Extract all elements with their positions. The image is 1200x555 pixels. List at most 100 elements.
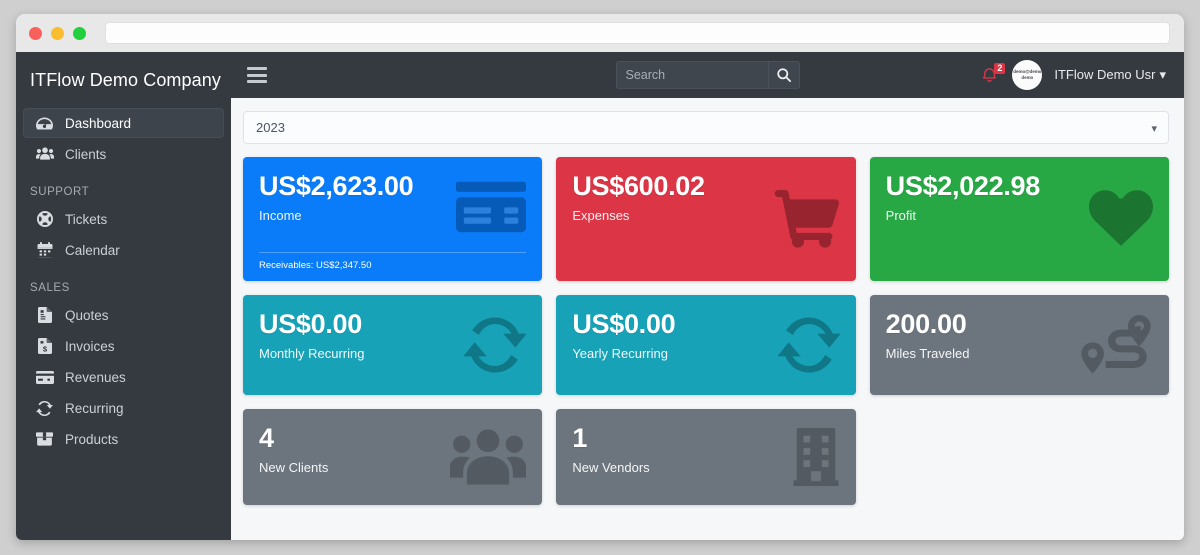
- url-bar[interactable]: [105, 22, 1170, 44]
- stat-card-expenses[interactable]: US$600.02 Expenses: [556, 157, 856, 281]
- sidebar-item-recurring[interactable]: Recurring: [23, 393, 224, 423]
- recurring-arrows-icon: [464, 317, 527, 373]
- stat-card-grid: US$2,623.00 Income Receivables: US$2,347.5…: [243, 157, 1169, 505]
- stat-card-label: Monthly Recurring: [259, 346, 365, 361]
- sidebar-item-tickets[interactable]: Tickets: [23, 204, 224, 234]
- heart-icon: [1088, 190, 1153, 248]
- sidebar-item-label: Calendar: [65, 242, 120, 258]
- recurring-arrows-icon: [35, 400, 54, 416]
- sidebar-item-quotes[interactable]: Quotes: [23, 300, 224, 330]
- sidebar-item-products[interactable]: Products: [23, 424, 224, 454]
- box-icon: [35, 431, 54, 447]
- sidebar-item-label: Quotes: [65, 307, 109, 323]
- main-column: 2 demo@demo demo ITFlow Demo Usr▾ 202320…: [231, 52, 1184, 540]
- maximize-window-button[interactable]: [73, 26, 86, 40]
- sidebar-item-label: Clients: [65, 146, 107, 162]
- invoice-document-icon: $: [35, 338, 54, 354]
- recurring-arrows-icon: [777, 317, 840, 373]
- stat-card-row: US$2,623.00 Income Receivables: US$2,347.5…: [243, 157, 1169, 281]
- year-select[interactable]: 202320222021: [243, 111, 1169, 144]
- stat-card-body: US$2,022.98 Profit: [870, 157, 1169, 236]
- stat-card-body: 1 New Vendors: [556, 409, 855, 488]
- users-group-icon: [450, 429, 527, 485]
- sidebar-item-revenues[interactable]: Revenues: [23, 362, 224, 392]
- sidebar-item-invoices[interactable]: $ Invoices: [23, 331, 224, 361]
- window-controls: [29, 26, 86, 40]
- stat-card-label: Expenses: [572, 208, 630, 223]
- quote-document-icon: [35, 307, 54, 323]
- stat-card-row: 4 New Clients 1 New Vendors: [243, 409, 1169, 505]
- sidebar: ITFlow Demo Company Dashboard: [16, 52, 231, 540]
- topbar: 2 demo@demo demo ITFlow Demo Usr▾: [231, 52, 1184, 98]
- stat-card-value: US$2,623.00: [259, 171, 414, 201]
- calendar-icon: [35, 242, 54, 258]
- stat-card-body: US$600.02 Expenses: [556, 157, 855, 236]
- route-map-icon: [1079, 315, 1153, 375]
- app-viewport: ITFlow Demo Company Dashboard: [16, 52, 1184, 540]
- avatar-line-2: demo: [1021, 75, 1034, 80]
- notifications-button[interactable]: 2: [978, 63, 1006, 86]
- minimize-window-button[interactable]: [51, 26, 64, 40]
- user-menu-button[interactable]: ITFlow Demo Usr ▾: [1054, 67, 1166, 83]
- content-area: 202320222021 ▾ US$2,623.00 Income Receivab…: [231, 98, 1184, 540]
- sidebar-section-sales: SALES: [30, 282, 70, 294]
- notification-count-badge: 2: [994, 63, 1006, 74]
- sidebar-item-calendar[interactable]: Calendar: [23, 235, 224, 265]
- stat-card-value: US$0.00: [572, 309, 676, 339]
- building-icon: [792, 428, 840, 486]
- sidebar-section-support: SUPPORT: [30, 186, 90, 198]
- stat-card-label: Miles Traveled: [885, 346, 970, 361]
- hamburger-icon[interactable]: [247, 67, 267, 83]
- credit-card-icon: [456, 181, 527, 233]
- stat-card-value: 200.00: [885, 309, 967, 339]
- stat-card-body: 200.00 Miles Traveled: [870, 295, 1169, 374]
- stat-card-body: US$0.00 Yearly Recurring: [556, 295, 855, 374]
- sidebar-item-clients[interactable]: Clients: [23, 139, 224, 169]
- avatar[interactable]: demo@demo demo: [1012, 60, 1043, 90]
- stat-card-yearly-recurring[interactable]: US$0.00 Yearly Recurring: [556, 295, 856, 395]
- stat-card-row: US$0.00 Monthly Recurring US$0.00 Yearly Re…: [243, 295, 1169, 395]
- shopping-cart-icon: [774, 190, 840, 248]
- sidebar-item-label: Recurring: [65, 400, 124, 416]
- stat-card-body: US$2,623.00 Income: [243, 157, 542, 236]
- stat-card-body: US$0.00 Monthly Recurring: [243, 295, 542, 374]
- sidebar-item-dashboard[interactable]: Dashboard: [23, 108, 224, 138]
- search-input[interactable]: [615, 61, 768, 89]
- credit-card-icon: [35, 369, 54, 385]
- browser-chrome: [16, 14, 1184, 52]
- stat-card-label: Profit: [885, 208, 916, 223]
- stat-card-monthly-recurring[interactable]: US$0.00 Monthly Recurring: [243, 295, 543, 395]
- sidebar-item-label: Invoices: [65, 338, 115, 354]
- search-button[interactable]: [767, 61, 800, 89]
- stat-card-value: US$600.02: [572, 171, 705, 201]
- topbar-right: 2 demo@demo demo ITFlow Demo Usr ▾: [978, 60, 1166, 90]
- stat-card-value: US$0.00: [259, 309, 362, 339]
- browser-window: ITFlow Demo Company Dashboard: [16, 14, 1184, 540]
- stat-card-footer: Receivables: US$2,347.50: [259, 252, 527, 279]
- stat-card-new-clients[interactable]: 4 New Clients: [243, 409, 543, 505]
- clients-icon: [35, 146, 54, 162]
- stat-card-value: 4: [259, 423, 274, 453]
- stat-card-value: US$2,022.98: [885, 171, 1041, 201]
- stat-card-label: New Vendors: [572, 460, 650, 475]
- sidebar-item-label: Revenues: [65, 369, 126, 385]
- svg-text:$: $: [42, 344, 47, 353]
- stat-card-new-vendors[interactable]: 1 New Vendors: [556, 409, 856, 505]
- stat-card-miles-traveled[interactable]: 200.00 Miles Traveled: [869, 295, 1169, 395]
- stat-card-income[interactable]: US$2,623.00 Income Receivables: US$2,347.5…: [243, 157, 543, 281]
- close-window-button[interactable]: [29, 26, 42, 40]
- stat-card-profit[interactable]: US$2,022.98 Profit: [869, 157, 1169, 281]
- stat-card-label: Income: [259, 208, 302, 223]
- avatar-line-1: demo@demo: [1013, 69, 1042, 75]
- stat-card-value: 1: [572, 423, 588, 453]
- search-bar: [615, 61, 800, 89]
- stat-card-label: New Clients: [259, 460, 329, 475]
- grid-spacer: [870, 409, 1169, 505]
- sidebar-item-label: Tickets: [65, 211, 108, 227]
- lifebuoy-icon: [35, 211, 54, 227]
- year-filter: 202320222021 ▾: [243, 111, 1169, 157]
- chevron-down-icon: ▾: [1159, 67, 1166, 82]
- brand-title: ITFlow Demo Company: [30, 70, 221, 90]
- user-menu-label: ITFlow Demo Usr: [1054, 67, 1156, 82]
- dashboard-icon: [35, 115, 54, 131]
